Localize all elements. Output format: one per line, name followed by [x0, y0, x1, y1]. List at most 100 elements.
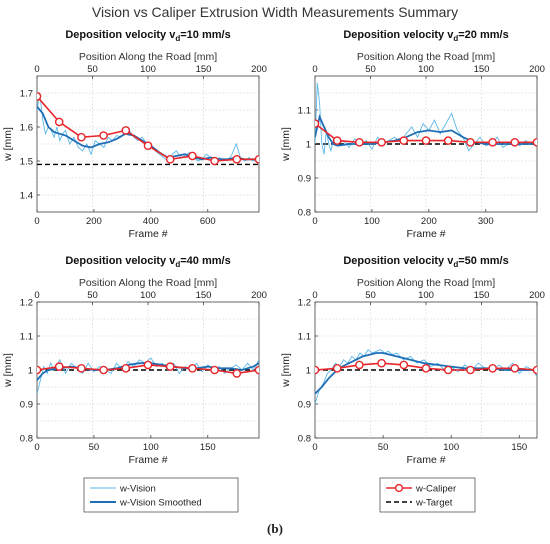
title-main: Deposition velocity v — [343, 255, 454, 267]
legend-marker — [394, 483, 404, 493]
title-main: Deposition velocity v — [343, 29, 454, 41]
caliper-point — [254, 155, 259, 164]
caliper-point — [399, 360, 409, 370]
caliper-point — [510, 137, 520, 147]
y-axis-label: w [mm] — [2, 127, 14, 162]
x-tick-label: 600 — [200, 216, 216, 227]
caliper-point — [332, 136, 342, 145]
top-x-tick-label: 100 — [418, 64, 434, 75]
caliper-point — [466, 365, 475, 375]
title-rest: =10 mm/s — [180, 29, 230, 41]
y-tick-label: 1.2 — [20, 298, 33, 309]
caliper-point — [315, 365, 320, 375]
legend-box — [379, 477, 476, 513]
y-tick-label: 0.8 — [298, 208, 311, 219]
legend-label: w-Vision — [119, 484, 156, 495]
y-tick-label: 1.1 — [20, 332, 33, 343]
top-x-tick-label: 150 — [196, 64, 212, 75]
top-x-tick-label: 50 — [365, 64, 376, 75]
top-x-axis-label: Position Along the Road [mm] — [357, 51, 495, 63]
y-tick-label: 0.9 — [20, 400, 33, 411]
plot-area — [315, 348, 537, 405]
title-subscript: d — [453, 260, 458, 269]
caliper-point — [188, 363, 197, 373]
caliper-point — [99, 131, 108, 140]
top-x-tick-label: 200 — [251, 290, 267, 301]
caliper-point — [77, 363, 86, 373]
x-tick-label: 0 — [312, 216, 317, 227]
subplot-4: 0 50 100 150 0 50 100 150 200 0.8 0.9 1 1.1 1.2 Frame … — [280, 255, 545, 466]
y-axis-label: w [mm] — [280, 353, 292, 388]
top-x-tick-label: 100 — [418, 290, 434, 301]
legend-1: w-Vision w-Vision Smoothed — [83, 477, 239, 513]
title-rest: =40 mm/s — [180, 255, 230, 267]
top-x-tick-label: 200 — [251, 64, 267, 75]
caliper-point — [399, 136, 409, 145]
caliper-point — [121, 363, 131, 373]
caliper-point — [254, 365, 259, 375]
plot-area — [37, 357, 259, 394]
y-tick-label: 1 — [306, 366, 311, 377]
top-x-tick-label: 50 — [87, 64, 98, 75]
y-tick-label: 1.5 — [20, 157, 33, 168]
caliper-point — [54, 362, 64, 371]
caliper-point — [165, 154, 175, 164]
caliper-point — [466, 137, 475, 147]
caliper-point — [143, 360, 153, 370]
caliper-point — [121, 126, 131, 135]
caliper-point — [443, 136, 453, 145]
caliper-point — [37, 365, 42, 375]
x-tick-label: 100 — [143, 442, 159, 453]
top-x-tick-label: 200 — [529, 64, 545, 75]
plot-area — [315, 82, 537, 155]
top-x-axis-label: Position Along the Road [mm] — [357, 277, 495, 289]
caliper-point — [510, 363, 520, 373]
x-axis-label: Frame # — [128, 454, 167, 466]
caliper-point — [377, 358, 386, 368]
x-tick-label: 150 — [200, 442, 216, 453]
top-x-tick-label: 100 — [140, 290, 156, 301]
caliper-point — [532, 138, 537, 147]
x-axis-label: Frame # — [406, 454, 445, 466]
y-tick-label: 1.2 — [298, 298, 311, 309]
x-tick-label: 200 — [421, 216, 437, 227]
caliper-point — [54, 117, 64, 127]
x-tick-label: 0 — [34, 216, 39, 227]
subplot-1: 0 200 400 600 0 50 100 150 200 1.4 1.5 1.6 1.7 Frame … — [2, 29, 267, 240]
y-tick-label: 0.8 — [20, 434, 33, 445]
caliper-point — [488, 363, 497, 373]
caliper-point — [143, 141, 153, 150]
top-x-tick-label: 150 — [474, 64, 490, 75]
x-tick-label: 100 — [364, 216, 380, 227]
top-x-tick-label: 0 — [34, 64, 39, 75]
x-axis-label: Frame # — [406, 228, 445, 240]
y-tick-label: 1.6 — [20, 123, 33, 134]
top-x-tick-label: 100 — [140, 64, 156, 75]
caliper-point — [443, 365, 453, 375]
caliper-point — [37, 92, 42, 101]
y-tick-label: 1.7 — [20, 89, 33, 100]
y-axis-label: w [mm] — [280, 127, 292, 162]
title-subscript: d — [175, 34, 180, 43]
y-tick-label: 0.9 — [298, 400, 311, 411]
caliper-point — [421, 136, 431, 145]
caliper-point — [355, 360, 364, 370]
caliper-point — [188, 151, 197, 161]
y-tick-label: 1.4 — [20, 191, 33, 202]
top-x-tick-label: 50 — [87, 290, 98, 301]
caliper-point — [488, 137, 497, 147]
caliper-point — [332, 363, 342, 373]
top-x-tick-label: 150 — [196, 290, 212, 301]
subplot-3: 0 50 100 150 0 50 100 150 200 0.8 0.9 1 1.1 1.2 Frame … — [2, 255, 267, 466]
top-x-axis-label: Position Along the Road [mm] — [79, 51, 217, 63]
caliper-point — [377, 137, 386, 147]
title-main: Deposition velocity v — [65, 255, 176, 267]
x-tick-label: 0 — [312, 442, 317, 453]
caliper-point — [421, 363, 431, 373]
x-axis-label: Frame # — [128, 228, 167, 240]
top-x-tick-label: 50 — [365, 290, 376, 301]
caliper-point — [165, 362, 175, 371]
legend-label: w-Caliper — [415, 484, 456, 495]
caliper-point — [355, 137, 364, 147]
